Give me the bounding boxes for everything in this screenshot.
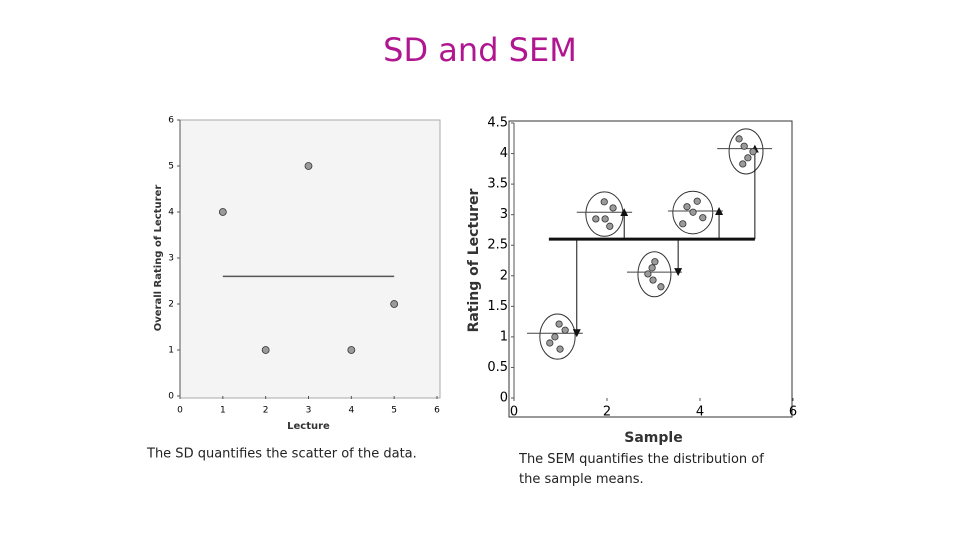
- data-point: [555, 320, 563, 328]
- slide-title: SD and SEM: [383, 31, 577, 69]
- caption-box: The SEM quantifies the distribution of t…: [519, 452, 764, 487]
- data-point: [693, 197, 701, 205]
- y-tick-label: 4.5: [487, 116, 508, 131]
- data-point: [699, 214, 707, 222]
- data-point: [551, 333, 559, 341]
- x-axis-label: Lecture: [287, 421, 330, 432]
- x-tick-label: 3: [306, 406, 312, 416]
- y-axis-label: Overall Rating of Lecturer: [153, 185, 164, 332]
- y-tick-label: 5: [168, 162, 174, 172]
- x-tick-label: 0: [510, 405, 518, 420]
- caption: The SD quantifies the scatter of the dat…: [146, 447, 417, 462]
- data-point: [600, 198, 608, 206]
- caption: The SEM quantifies the distribution of t…: [519, 452, 764, 487]
- data-point: [390, 300, 399, 308]
- x-tick-label: 0: [177, 406, 183, 416]
- plot-frame: [179, 119, 441, 399]
- x-tick-label: 6: [789, 405, 797, 420]
- data-point: [546, 339, 554, 347]
- data-point: [689, 208, 697, 216]
- data-point: [744, 154, 752, 162]
- data-point: [683, 203, 691, 211]
- data-point: [644, 270, 652, 278]
- y-tick-label: 1: [500, 329, 508, 344]
- x-tick-label: 6: [434, 406, 440, 416]
- data-point: [561, 326, 569, 334]
- y-tick-label: 3: [168, 254, 174, 264]
- y-tick-label: 2: [500, 268, 508, 283]
- x-tick-label: 5: [391, 406, 397, 416]
- y-axis-label: Rating of Lecturer: [466, 188, 482, 332]
- x-tick-label: 4: [348, 406, 354, 416]
- data-point: [735, 135, 743, 143]
- y-tick-label: 4: [168, 208, 174, 218]
- y-tick-label: 0.5: [487, 360, 508, 375]
- x-tick-label: 2: [603, 405, 611, 420]
- x-axis-label: Sample: [624, 430, 682, 446]
- y-tick-label: 1: [168, 346, 174, 356]
- group-outline: [728, 128, 764, 175]
- data-point: [556, 345, 564, 353]
- x-tick-label: 4: [696, 405, 704, 420]
- data-point: [592, 215, 600, 223]
- data-point: [601, 215, 609, 223]
- data-point: [651, 258, 659, 266]
- data-point: [649, 276, 657, 284]
- data-point: [261, 346, 270, 354]
- data-point: [218, 208, 227, 216]
- x-tick-label: 1: [220, 406, 226, 416]
- y-tick-label: 2.5: [487, 238, 508, 253]
- group-outline: [637, 251, 672, 298]
- y-tick-label: 2: [168, 300, 174, 310]
- y-tick-label: 1.5: [487, 299, 508, 314]
- data-point: [304, 162, 313, 170]
- y-tick-label: 3: [500, 207, 508, 222]
- data-point: [347, 346, 356, 354]
- group-outline: [672, 190, 714, 235]
- x-tick-label: 2: [263, 406, 269, 416]
- data-point: [606, 222, 614, 230]
- data-point: [749, 148, 757, 156]
- y-tick-label: 4: [500, 146, 508, 161]
- data-point: [679, 220, 687, 228]
- data-point: [648, 264, 656, 272]
- y-tick-label: 3.5: [487, 177, 508, 192]
- data-point: [609, 204, 617, 212]
- y-tick-label: 6: [168, 116, 174, 126]
- data-point: [740, 142, 748, 150]
- y-tick-label: 0: [168, 392, 174, 402]
- data-point: [657, 283, 665, 291]
- data-point: [739, 160, 747, 168]
- y-tick-label: 0: [500, 391, 508, 406]
